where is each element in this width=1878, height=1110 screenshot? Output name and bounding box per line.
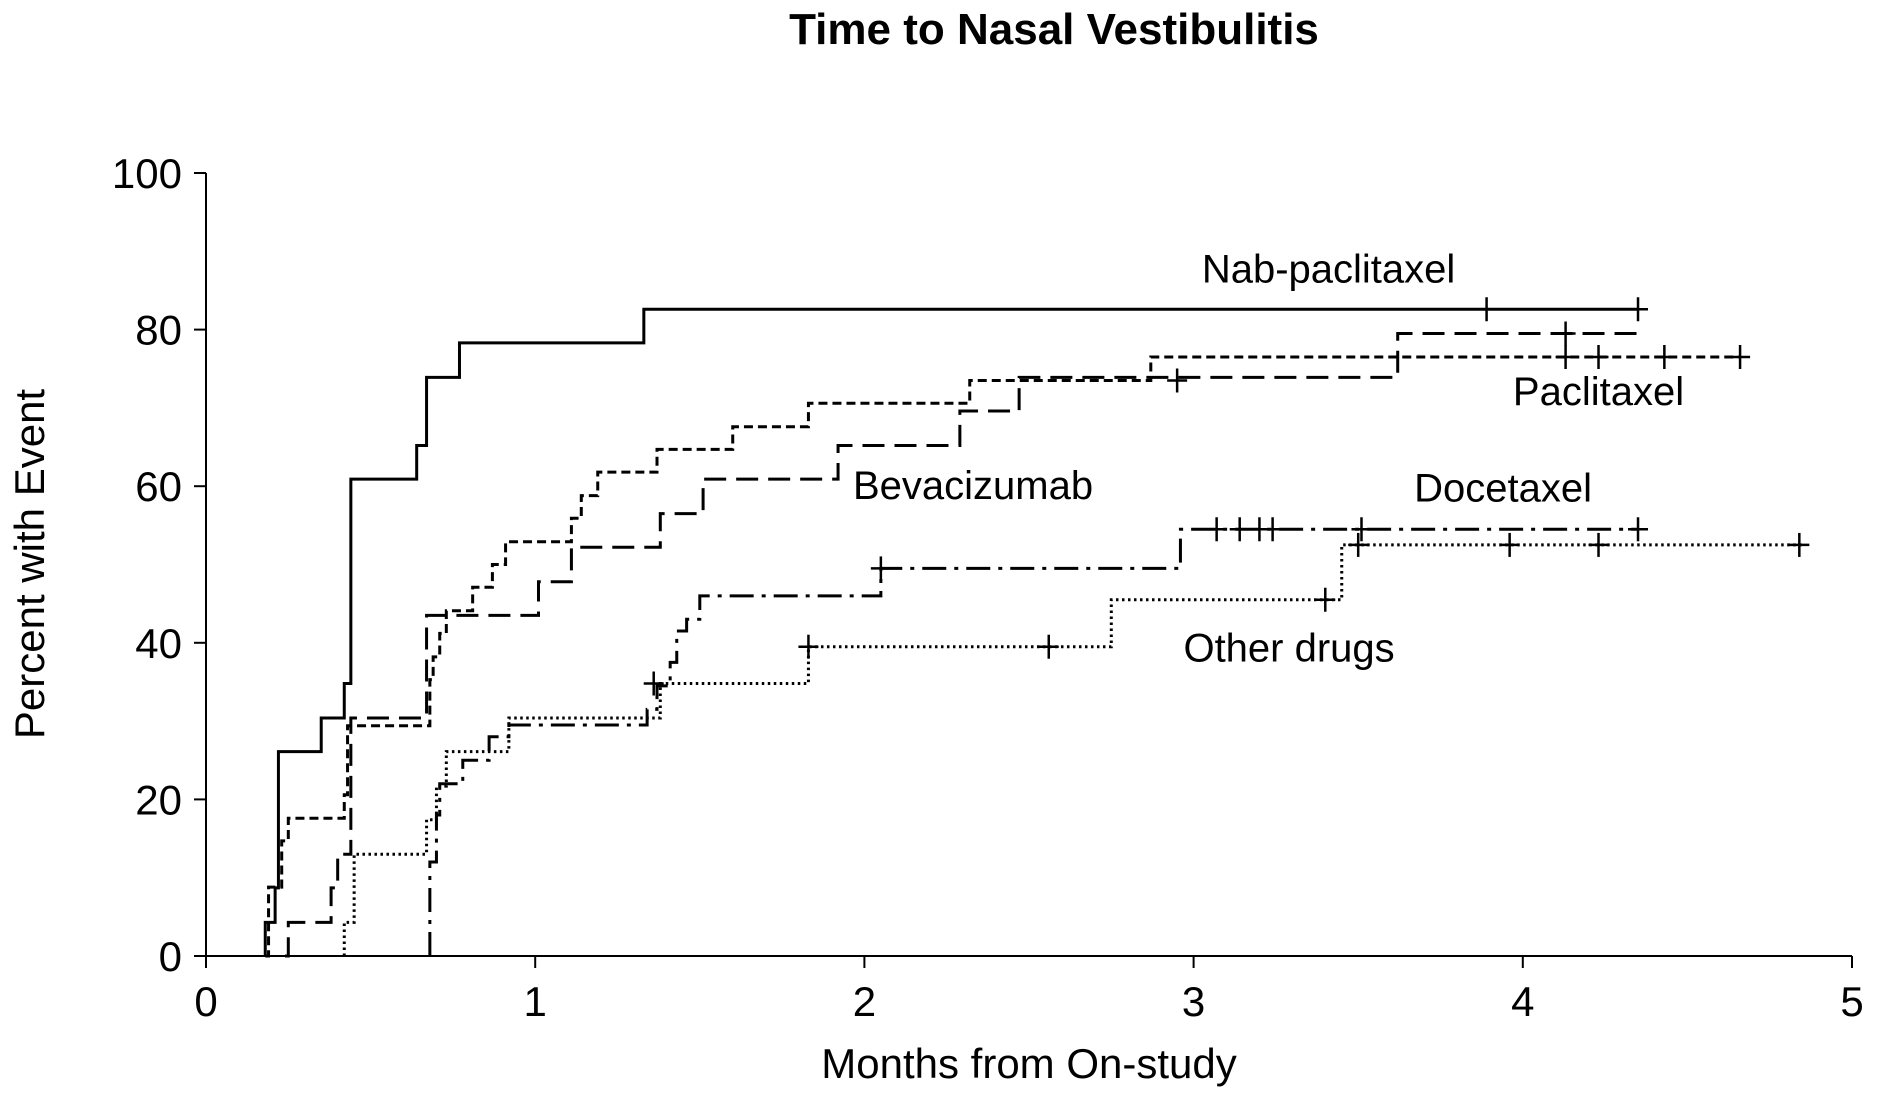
annotation-layer: Nab-paclitaxel Paclitaxel Bevacizumab Docet… <box>853 247 1684 670</box>
x-tick-label: 5 <box>1840 978 1863 1025</box>
censor-mark <box>1588 345 1609 370</box>
x-axis-label: Months from On-study <box>821 1040 1236 1087</box>
series-paclitaxel <box>265 345 1751 958</box>
y-tick-label: 80 <box>135 307 182 354</box>
censor-mark <box>870 556 891 581</box>
x-ticks: 0 1 2 3 4 5 <box>194 956 1864 1025</box>
series-nab-paclitaxel <box>263 297 1649 956</box>
x-tick-label: 4 <box>1511 978 1534 1025</box>
series-label-other-drugs: Other drugs <box>1183 626 1394 670</box>
censor-mark <box>1555 345 1576 370</box>
series-line-other-drugs <box>342 543 1803 956</box>
censor-mark <box>1555 321 1576 346</box>
censor-mark <box>1789 532 1810 557</box>
series-line-docetaxel <box>428 527 1639 956</box>
series-label-nab-paclitaxel: Nab-paclitaxel <box>1202 247 1455 291</box>
y-axis-label: Percent with Event <box>6 389 53 740</box>
series-line-nab-paclitaxel <box>263 307 1639 956</box>
censor-mark <box>1588 532 1609 557</box>
censor-mark <box>1628 517 1649 542</box>
x-tick-label: 0 <box>194 978 217 1025</box>
censor-mark <box>1206 517 1227 542</box>
censor-mark <box>1229 517 1250 542</box>
series-label-bevacizumab: Bevacizumab <box>853 464 1093 508</box>
y-tick-label: 40 <box>135 620 182 667</box>
y-tick-label: 100 <box>112 150 182 197</box>
censor-mark <box>1038 634 1059 659</box>
y-tick-label: 60 <box>135 463 182 510</box>
chart-title: Time to Nasal Vestibulitis <box>789 5 1319 54</box>
series-label-paclitaxel: Paclitaxel <box>1513 370 1684 414</box>
censor-mark <box>1628 297 1649 322</box>
series-layer <box>263 297 1810 958</box>
censor-mark <box>1654 345 1675 370</box>
censor-mark <box>1348 532 1369 557</box>
x-tick-label: 3 <box>1182 978 1205 1025</box>
series-line-bevacizumab <box>285 332 1639 958</box>
censor-mark <box>1499 532 1520 557</box>
series-label-docetaxel: Docetaxel <box>1414 467 1592 511</box>
series-other-drugs <box>342 532 1810 956</box>
y-tick-label: 0 <box>159 933 182 980</box>
censor-mark <box>1351 517 1372 542</box>
y-ticks: 0 20 40 60 80 100 <box>112 150 206 980</box>
censor-mark <box>1730 345 1751 370</box>
censor-mark <box>643 671 664 696</box>
censor-mark <box>1167 368 1188 393</box>
censor-mark <box>1476 297 1497 322</box>
censor-mark <box>1315 587 1336 612</box>
censor-mark <box>798 634 819 659</box>
series-docetaxel <box>428 517 1649 956</box>
series-bevacizumab <box>285 321 1639 958</box>
x-tick-label: 1 <box>524 978 547 1025</box>
y-tick-label: 20 <box>135 776 182 823</box>
axes <box>205 173 1852 957</box>
censor-mark <box>1262 517 1283 542</box>
x-tick-label: 2 <box>853 978 876 1025</box>
series-line-paclitaxel <box>265 355 1741 958</box>
